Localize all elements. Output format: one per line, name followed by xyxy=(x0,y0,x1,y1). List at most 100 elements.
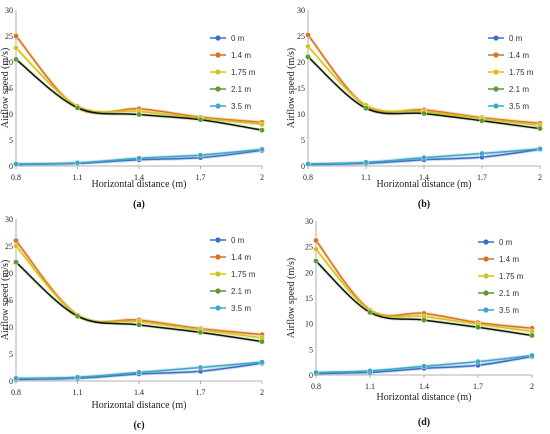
y-tick-label: 20 xyxy=(297,58,305,67)
legend-swatch-marker-1-4-m xyxy=(493,52,499,58)
data-point-2-1-m xyxy=(259,338,265,345)
y-tick-label: 20 xyxy=(5,269,13,278)
legend-entry-3-5-m: 3.5 m xyxy=(499,306,519,315)
y-axis-title: Airflow speed (m/s) xyxy=(0,260,11,341)
data-point-1-75-m xyxy=(313,246,319,253)
x-tick-label: 2 xyxy=(530,382,534,391)
series-line-1-4-m xyxy=(307,34,541,125)
x-tick-label: 2 xyxy=(260,388,264,397)
y-tick-label: 10 xyxy=(297,110,305,119)
series-line-glow-2-1-m xyxy=(306,55,541,131)
data-point-3-5-m xyxy=(421,363,427,370)
data-point-3-5-m xyxy=(363,159,369,166)
legend-entry-1-4-m: 1.4 m xyxy=(509,51,529,60)
series-line-1-4-m xyxy=(15,240,263,336)
x-axis-title: Horizontal distance (m) xyxy=(377,179,472,190)
x-tick-label: 1.4 xyxy=(419,382,429,391)
data-point-3-5-m xyxy=(305,161,311,167)
data-point-2-1-m xyxy=(74,104,81,111)
series-line-2-1-m xyxy=(15,261,263,343)
legend-entry-1-75-m: 1.75 m xyxy=(231,270,256,279)
x-tick-label: 1.7 xyxy=(196,173,206,182)
data-point-1-75-m xyxy=(305,43,311,50)
data-point-3-5-m xyxy=(136,369,142,376)
data-point-2-1-m xyxy=(363,105,369,112)
legend: 0 m 1.4 m 1.75 m 2.1 m 3.5 m xyxy=(478,238,524,315)
legend-swatch-marker-2-1-m xyxy=(483,290,489,296)
legend-entry-0-m: 0 m xyxy=(231,236,245,245)
y-tick-label: 0 xyxy=(9,377,13,386)
data-point-2-1-m xyxy=(305,54,311,60)
y-tick-label: 30 xyxy=(297,6,305,15)
data-point-3-5-m xyxy=(313,369,319,376)
data-point-2-1-m xyxy=(537,125,543,132)
x-tick-label: 1.1 xyxy=(361,173,371,182)
y-tick-label: 0 xyxy=(9,162,13,171)
y-tick-label: 15 xyxy=(297,84,305,93)
legend-entry-2-1-m: 2.1 m xyxy=(509,85,529,94)
data-point-1-4-m xyxy=(313,237,319,244)
data-point-2-1-m xyxy=(313,258,319,264)
data-point-3-5-m xyxy=(259,146,265,153)
x-tick-label: 1.4 xyxy=(134,388,144,397)
y-axis-title: Airflow speed (m/s) xyxy=(286,48,297,129)
x-axis-title: Horizontal distance (m) xyxy=(377,392,472,403)
data-point-3-5-m xyxy=(529,352,535,359)
data-point-3-5-m xyxy=(74,160,81,166)
legend-swatch-marker-1-4-m xyxy=(215,254,221,260)
legend-entry-1-75-m: 1.75 m xyxy=(231,68,256,77)
y-tick-label: 15 xyxy=(5,296,13,305)
y-tick-label: 20 xyxy=(305,268,313,277)
legend-swatch-marker-1-75-m xyxy=(215,271,221,277)
x-tick-label: 1.7 xyxy=(473,382,483,391)
y-tick-label: 0 xyxy=(301,162,305,171)
panel-label: (b) xyxy=(418,199,430,210)
chart-panel-d: 0 5 10 15 20 25 30 0.8 1.1 1.4 1.7 2 Horizontal dist… xyxy=(286,217,535,428)
x-tick-label: 1.1 xyxy=(73,173,83,182)
y-tick-label: 25 xyxy=(5,32,13,41)
x-tick-label: 1.4 xyxy=(134,173,144,182)
legend: 0 m 1.4 m 1.75 m 2.1 m 3.5 m xyxy=(210,34,256,111)
data-point-1-75-m xyxy=(259,121,265,128)
legend-swatch-marker-2-1-m xyxy=(215,86,221,92)
x-tick-label: 2 xyxy=(260,173,264,182)
legend-swatch-marker-3-5-m xyxy=(483,307,489,313)
x-tick-label: 0.8 xyxy=(11,388,21,397)
legend-entry-2-1-m: 2.1 m xyxy=(231,287,251,296)
legend-entry-1-4-m: 1.4 m xyxy=(231,51,251,60)
legend-entry-2-1-m: 2.1 m xyxy=(499,289,519,298)
x-axis-title: Horizontal distance (m) xyxy=(92,179,187,190)
x-tick-label: 0.8 xyxy=(11,173,21,182)
data-point-3-5-m xyxy=(367,368,373,374)
y-tick-label: 30 xyxy=(5,6,13,15)
legend-swatch-marker-0-m xyxy=(215,237,221,243)
legend-entry-0-m: 0 m xyxy=(509,34,523,43)
data-point-3-5-m xyxy=(136,155,142,161)
legend-swatch-marker-1-4-m xyxy=(483,256,489,262)
data-point-2-1-m xyxy=(367,309,373,316)
panel-label: (a) xyxy=(133,199,145,210)
x-tick-label: 0.8 xyxy=(303,173,313,182)
y-tick-label: 25 xyxy=(5,242,13,251)
legend-entry-1-4-m: 1.4 m xyxy=(499,255,519,264)
data-point-1-4-m xyxy=(13,33,19,39)
y-tick-label: 10 xyxy=(5,110,13,119)
y-tick-label: 5 xyxy=(309,345,313,354)
data-point-3-5-m xyxy=(197,152,204,158)
series-line-1-4-m xyxy=(15,35,263,124)
data-point-2-1-m xyxy=(13,259,19,266)
y-axis-title: Airflow speed (m/s) xyxy=(286,258,297,339)
data-point-2-1-m xyxy=(197,116,204,123)
series-line-1-75-m xyxy=(15,47,263,126)
legend-swatch-marker-3-5-m xyxy=(215,103,221,109)
data-point-3-5-m xyxy=(475,358,481,365)
legend-swatch-marker-0-m xyxy=(215,35,221,41)
x-tick-label: 1.7 xyxy=(477,173,487,182)
data-point-2-1-m xyxy=(197,329,204,336)
y-tick-label: 10 xyxy=(5,323,13,332)
x-axis-title: Horizontal distance (m) xyxy=(92,400,187,411)
y-tick-label: 30 xyxy=(305,217,313,226)
legend-entry-0-m: 0 m xyxy=(499,238,513,247)
legend-entry-0-m: 0 m xyxy=(231,34,245,43)
